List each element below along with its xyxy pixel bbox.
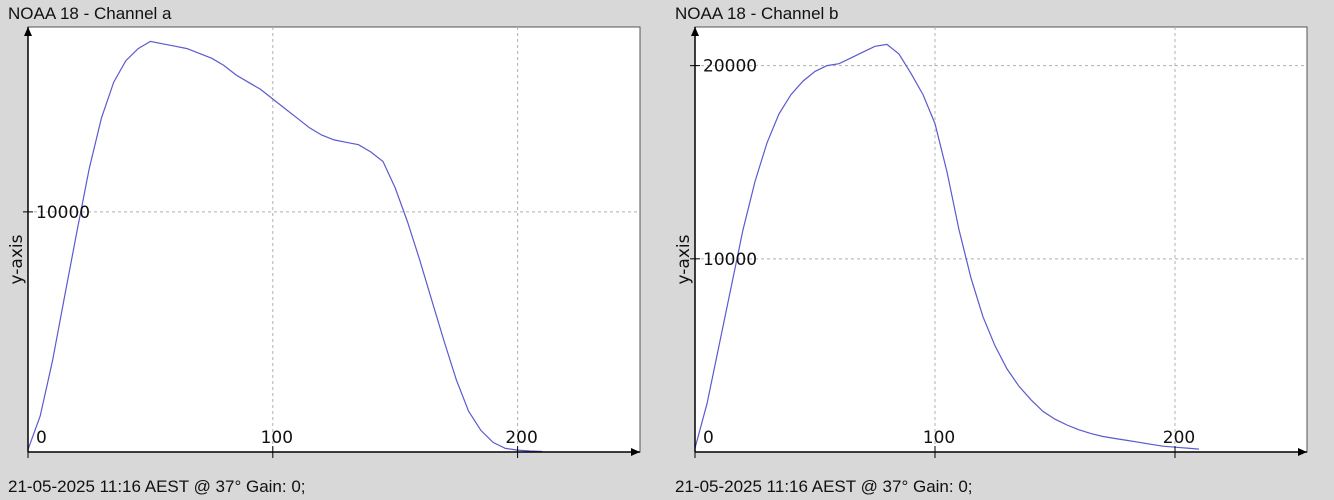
x-tick-label: 0 (36, 428, 47, 448)
x-tick-label: 0 (703, 428, 714, 448)
y-tick-label: 20000 (703, 57, 757, 77)
x-tick-label: 100 (923, 428, 955, 448)
x-axis-arrow (1298, 448, 1307, 456)
panel-channel-b: NOAA 18 - Channel b 0 100 200 10000 20000 y-a… (667, 0, 1334, 500)
panel-channel-a: NOAA 18 - Channel a 0 100 200 10000 y-axis 2… (7, 4, 641, 496)
y-axis-label: y-axis (7, 234, 27, 284)
y-axis-arrow (24, 27, 32, 36)
series-line (27, 40, 543, 453)
chart-channel-a: 0 100 200 10000 y-axis (7, 26, 641, 458)
panel-footer-status: 21-05-2025 11:16 AEST @ 37° Gain: 0; (675, 477, 973, 496)
panel-title: NOAA 18 - Channel a (8, 4, 172, 23)
panel-title: NOAA 18 - Channel b (675, 4, 839, 23)
y-axis-arrow (691, 27, 699, 36)
y-tick-label: 10000 (36, 203, 90, 223)
x-tick-label: 200 (505, 428, 537, 448)
chart-channel-b: 0 100 200 10000 20000 y-axis (674, 26, 1308, 458)
plot-area (694, 26, 1308, 453)
x-tick-label: 100 (261, 428, 293, 448)
y-tick-label: 10000 (703, 250, 757, 270)
x-tick-label: 200 (1163, 428, 1195, 448)
y-axis-label: y-axis (674, 234, 694, 284)
x-axis-arrow (631, 448, 640, 456)
series-line (694, 43, 1200, 450)
panel-footer-status: 21-05-2025 11:16 AEST @ 37° Gain: 0; (8, 477, 306, 496)
plot-area (27, 26, 641, 453)
